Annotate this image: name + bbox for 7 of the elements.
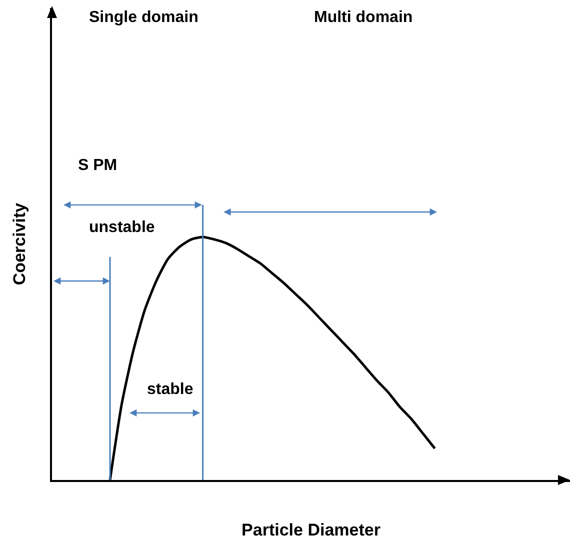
annotation: stable bbox=[147, 381, 194, 398]
text: S PM bbox=[78, 157, 118, 174]
text: Single domain bbox=[89, 9, 198, 26]
text: Multi domain bbox=[314, 9, 413, 26]
text: unstable bbox=[89, 219, 155, 236]
y-axis-title: Coercivity bbox=[10, 202, 30, 286]
x-axis-title: Particle Diameter bbox=[242, 520, 381, 540]
